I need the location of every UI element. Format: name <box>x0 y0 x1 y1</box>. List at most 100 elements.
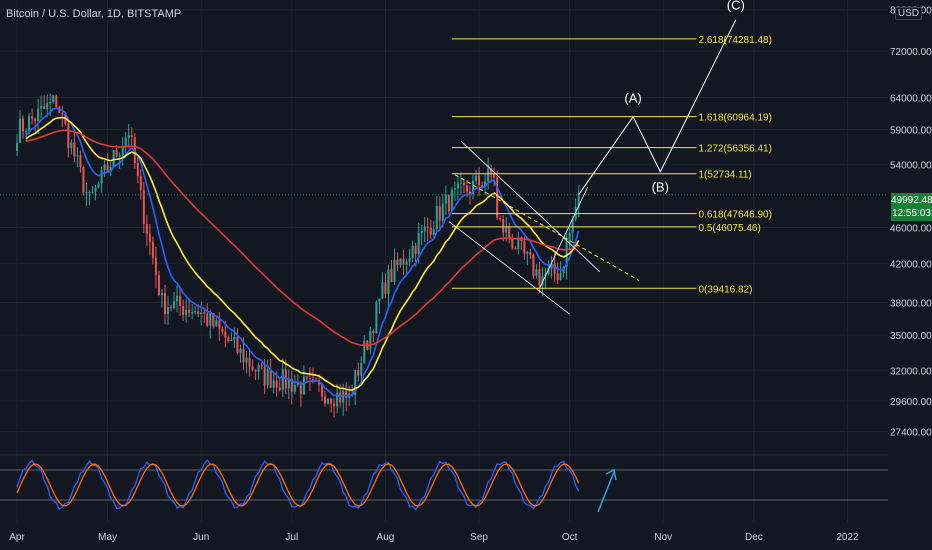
candle-body <box>157 274 160 296</box>
candle-body <box>148 233 151 242</box>
candle-body <box>321 384 324 397</box>
fib-level-label: 1.272(56356.41) <box>699 144 772 155</box>
price-axis-tick: 46000.00 <box>890 223 932 234</box>
candle-body <box>263 366 266 386</box>
candle-body <box>218 320 221 329</box>
last-price-value: 49992.48 <box>891 195 932 206</box>
price-axis-tick: 29600.00 <box>890 397 932 408</box>
candle-body <box>97 183 100 188</box>
candle-body <box>185 309 188 315</box>
candle-body <box>345 391 348 398</box>
candle-body <box>242 348 245 363</box>
candle-body <box>393 259 396 283</box>
last-price-tag: 49992.48 12:55:03 <box>891 193 932 221</box>
ema-fast-line <box>25 107 580 398</box>
candle-body <box>278 387 281 391</box>
candle-body <box>478 175 481 186</box>
time-axis-tick: Jul <box>285 532 298 543</box>
candle-body <box>493 174 496 178</box>
candle-body <box>502 219 505 233</box>
candle-body <box>526 251 529 254</box>
candle-body <box>426 226 429 228</box>
candle-body <box>553 263 556 274</box>
candle-body <box>432 229 435 235</box>
candle-body <box>420 230 423 234</box>
time-axis-tick: 2022 <box>836 532 859 543</box>
candle-body <box>100 170 103 184</box>
candle-body <box>79 155 82 168</box>
time-axis-tick: Jun <box>193 532 209 543</box>
candle-body <box>556 273 559 280</box>
candle-body <box>188 309 191 314</box>
fib-level-label: 1(52734.11) <box>699 170 752 181</box>
price-axis[interactable]: 80000.0072000.0064000.0059000.0054000.00… <box>888 0 932 522</box>
candle-body <box>215 320 218 327</box>
candle-body <box>453 188 456 190</box>
candle-body <box>435 206 438 230</box>
candle-body <box>257 365 260 372</box>
dashed-trendline <box>454 174 640 281</box>
candle-body <box>121 146 124 156</box>
candle-body <box>405 261 408 265</box>
impulse-line <box>539 186 589 289</box>
candle-body <box>535 269 538 276</box>
candle-body <box>465 185 468 192</box>
candle-body <box>34 118 37 121</box>
candle-body <box>206 313 209 326</box>
candle-body <box>221 328 224 332</box>
candle-body <box>487 168 490 182</box>
candle-body <box>154 257 157 275</box>
candle-body <box>308 378 311 380</box>
candle-body <box>73 142 76 157</box>
candle-body <box>369 331 372 350</box>
candle-body <box>176 295 179 302</box>
time-axis-tick: Nov <box>654 532 672 543</box>
candle-body <box>444 194 447 204</box>
candle-body <box>136 163 139 177</box>
candle-body <box>462 182 465 186</box>
up-arrow-annotation <box>597 468 617 513</box>
candle-body <box>251 366 254 370</box>
candle-body <box>82 167 85 193</box>
candle-body <box>357 370 360 376</box>
price-axis-tick: 38000.00 <box>890 299 932 310</box>
candle-body <box>281 369 284 391</box>
price-axis-tick: 54000.00 <box>890 160 932 171</box>
candle-body <box>139 176 142 190</box>
candle-body <box>191 311 194 314</box>
candle-body <box>167 307 169 314</box>
candle-body <box>429 227 432 235</box>
time-axis-tick: Aug <box>377 532 395 543</box>
candle-body <box>363 340 366 363</box>
candle-body <box>94 187 97 192</box>
candle-body <box>130 135 133 138</box>
channel-lower <box>448 221 570 315</box>
wave-projection: (A) (B) (C) <box>578 0 745 195</box>
price-axis-tick: 32000.00 <box>890 366 932 377</box>
price-axis-tick: 72000.00 <box>890 47 932 58</box>
candle-body <box>571 218 574 233</box>
grid-lines <box>0 0 888 522</box>
time-axis[interactable]: Apr May Jun Jul Aug Sep Oct Nov Dec 2022 <box>0 522 932 550</box>
candle-body <box>209 312 212 326</box>
fib-level-label: 1.618(60964.19) <box>699 113 772 124</box>
price-axis-tick: 35000.00 <box>890 331 932 342</box>
candle-body <box>541 275 544 286</box>
candle-body <box>484 181 487 188</box>
time-axis-tick: May <box>98 532 117 543</box>
candle-body <box>496 177 499 218</box>
candle-body <box>360 362 363 376</box>
candle-body <box>227 337 230 341</box>
candle-body <box>109 167 112 172</box>
candle-body <box>387 269 390 294</box>
candle-body <box>438 206 441 221</box>
currency-button[interactable]: USD <box>894 7 922 20</box>
candle-body <box>384 282 387 294</box>
candle-body <box>296 382 299 386</box>
candle-series <box>16 93 580 418</box>
candle-body <box>311 378 314 380</box>
candle-body <box>532 254 535 276</box>
candle-body <box>414 245 417 255</box>
candle-body <box>372 331 375 334</box>
